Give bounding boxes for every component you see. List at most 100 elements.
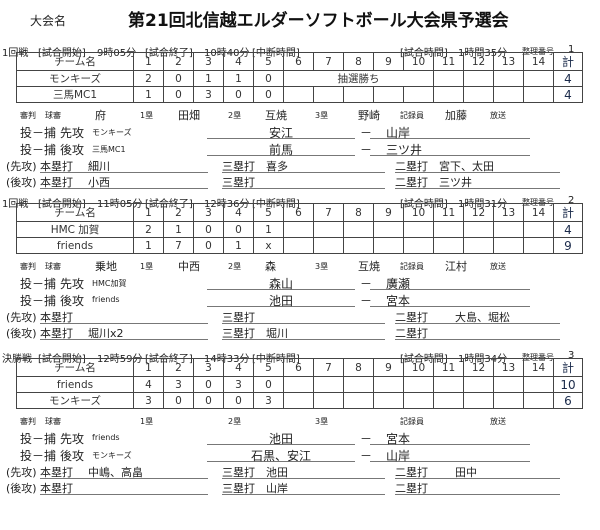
pitcher-name: 安江	[268, 126, 293, 140]
total-header: 計	[553, 52, 583, 71]
game-block: 1回戦 [試合開始] 9時05分 [試合終了] 10時40分 [中断時間] [試合時間] 1時…	[0, 44, 600, 194]
inning-score	[343, 392, 374, 409]
hr-label: 本塁打	[40, 466, 73, 479]
inning-score	[283, 221, 314, 238]
third-umpire: 互焼	[358, 260, 380, 273]
inning-score	[463, 221, 494, 238]
side-paren: (後攻)	[6, 176, 37, 189]
inning-header: 9	[373, 52, 404, 71]
inning-score: 1	[193, 70, 224, 87]
team-name: モンキーズ	[16, 70, 134, 87]
team-total: 10	[553, 376, 583, 393]
inning-score: x	[253, 237, 284, 254]
hr-line: 本塁打 堀川x2	[40, 325, 208, 340]
inning-score	[433, 70, 464, 87]
inning-score	[403, 376, 434, 393]
team-col-header: チーム名	[16, 203, 134, 222]
inning-score: 7	[163, 237, 194, 254]
inning-score	[373, 376, 404, 393]
pitcher-line: 森山	[207, 275, 355, 291]
double-line: 二塁打	[395, 325, 560, 340]
team-row: friends 1 7 0 1 x 9	[16, 237, 583, 254]
hr-players: 小西	[88, 176, 110, 189]
inning-score: 0	[223, 221, 254, 238]
inning-score	[463, 70, 494, 87]
hr-players: 中嶋、高畠	[88, 466, 143, 479]
broadcast-label: 放送	[490, 417, 506, 426]
umpire-label: 審判	[20, 111, 36, 120]
pitcher-name: 石黒、安江	[250, 449, 311, 463]
inning-header: 12	[463, 358, 494, 377]
page-title: 第21回北信越エルダーソフトボール大会県予選会	[128, 11, 509, 31]
battery-label: 投－捕	[20, 294, 57, 308]
inning-header: 3	[193, 203, 224, 222]
first-umpire: 中西	[178, 260, 200, 273]
scoreboard-table: チーム名 1 2 3 4 5 6 7 8 9 10 11 12 13 14 計モンキーズ 2 0 1 1 0 抽選勝ち 4 三…	[16, 52, 583, 103]
inning-header: 13	[493, 358, 524, 377]
inning-score	[283, 237, 314, 254]
dash: －	[360, 432, 373, 446]
inning-header: 6	[283, 358, 314, 377]
inning-score: 3	[193, 86, 224, 103]
pitcher-name: 森山	[268, 277, 293, 291]
double-players: 宮下、太田	[439, 160, 494, 173]
triple-line: 三塁打 堀川	[222, 325, 385, 340]
inning-score: 0	[223, 392, 254, 409]
inning-header: 5	[253, 358, 284, 377]
inning-score	[523, 86, 554, 103]
team-row: friends 4 3 0 3 0 10	[16, 376, 583, 393]
inning-score	[373, 221, 404, 238]
inning-score: 0	[163, 70, 194, 87]
inning-score	[343, 376, 374, 393]
note-cell: 抽選勝ち	[283, 70, 434, 87]
round: 1回戦	[2, 48, 29, 59]
triple-players: 堀川	[266, 327, 288, 340]
inning-header: 2	[163, 203, 194, 222]
battery-team: モンキーズ	[92, 451, 132, 460]
second-label: 2塁	[228, 111, 242, 120]
pitcher-line: 池田	[207, 292, 355, 308]
triple-label: 三塁打	[222, 311, 255, 324]
pitcher-name: 池田	[268, 432, 293, 446]
inning-header: 13	[493, 52, 524, 71]
inning-header: 12	[463, 52, 494, 71]
first-label: 1塁	[140, 262, 154, 271]
inning-score: 1	[223, 70, 254, 87]
inning-header: 13	[493, 203, 524, 222]
inning-score	[493, 392, 524, 409]
battery-team: HMC加賀	[92, 279, 127, 288]
inning-header: 8	[343, 203, 374, 222]
third-label: 3塁	[315, 417, 329, 426]
triple-line: 三塁打	[222, 309, 385, 324]
triple-line: 三塁打 山岸	[222, 480, 385, 495]
catcher-name: 廣瀬	[386, 277, 411, 291]
inning-score	[433, 86, 464, 103]
inning-header: 14	[523, 203, 554, 222]
inning-header: 6	[283, 52, 314, 71]
catcher-line: 山岸	[370, 124, 530, 140]
inning-score: 3	[163, 376, 194, 393]
inning-score	[493, 376, 524, 393]
inning-header: 4	[223, 52, 254, 71]
inning-score	[403, 392, 434, 409]
inning-header: 8	[343, 358, 374, 377]
inning-header: 4	[223, 358, 254, 377]
hr-label: 本塁打	[40, 176, 73, 189]
tournament-label: 大会名	[30, 14, 67, 28]
third-umpire: 野崎	[358, 109, 380, 122]
hr-line: 本塁打 中嶋、高畠	[40, 464, 208, 479]
team-name: friends	[16, 376, 134, 393]
inning-score: 3	[133, 392, 164, 409]
battery-label: 投－捕	[20, 143, 57, 157]
pitcher-line: 安江	[207, 124, 355, 140]
inning-score	[523, 70, 554, 87]
inning-score	[493, 86, 524, 103]
inning-header: 1	[133, 358, 164, 377]
recorder-name: 江村	[445, 260, 467, 273]
inning-score	[283, 86, 314, 103]
total-header: 計	[553, 358, 583, 377]
double-players: 三ツ井	[439, 176, 472, 189]
side-paren: (後攻)	[6, 482, 37, 495]
battery-label: 投－捕	[20, 277, 57, 291]
inning-score	[343, 221, 374, 238]
